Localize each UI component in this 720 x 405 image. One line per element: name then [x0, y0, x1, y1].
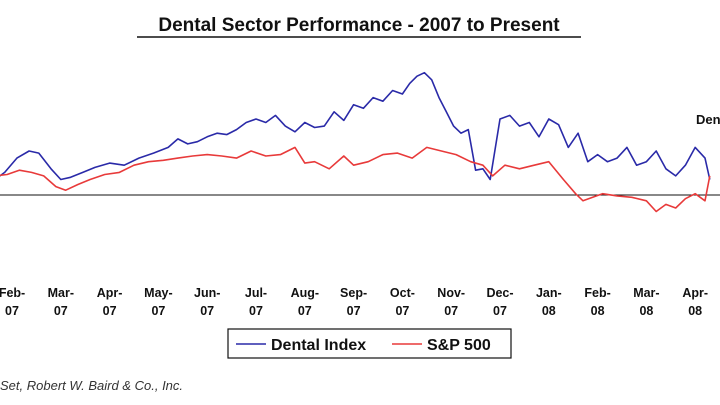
x-tick-label-year: 08 — [688, 304, 702, 318]
x-tick-label-year: 08 — [639, 304, 653, 318]
x-tick-label-month: Nov- — [437, 286, 465, 300]
series-line-dental-index — [0, 71, 711, 181]
x-tick-label-year: 07 — [5, 304, 19, 318]
series-end-label: Dent — [696, 112, 720, 127]
x-tick-label-year: 07 — [249, 304, 263, 318]
x-tick-label-year: 07 — [298, 304, 312, 318]
x-tick-label-month: Aug- — [291, 286, 319, 300]
x-tick-label-month: Apr- — [682, 286, 708, 300]
x-tick-label-month: Apr- — [97, 286, 123, 300]
x-tick-label-year: 07 — [347, 304, 361, 318]
x-tick-label-month: Jun- — [194, 286, 220, 300]
x-tick-label-year: 08 — [542, 304, 556, 318]
chart-title: Dental Sector Performance - 2007 to Pres… — [158, 15, 560, 36]
source-note: Set, Robert W. Baird & Co., Inc. — [0, 378, 184, 393]
legend-label-sp500: S&P 500 — [427, 337, 491, 354]
x-tick-label-year: 07 — [493, 304, 507, 318]
x-tick-label-month: Sep- — [340, 286, 367, 300]
x-tick-label-month: Mar- — [633, 286, 659, 300]
legend-label-dental-index: Dental Index — [271, 337, 366, 354]
x-tick-label-year: 07 — [444, 304, 458, 318]
x-tick-label-year: 07 — [103, 304, 117, 318]
x-tick-label-month: May- — [144, 286, 172, 300]
x-tick-label-year: 07 — [200, 304, 214, 318]
x-tick-label-month: Oct- — [390, 286, 415, 300]
x-tick-label-month: Dec- — [486, 286, 513, 300]
legend: Dental Index S&P 500 — [227, 328, 512, 359]
x-tick-label-month: Feb- — [584, 286, 610, 300]
x-axis-ticks: Feb- 07 Mar- 07 Apr- 07 May- 07 Jun- 07 Jul- 07 Aug-… — [0, 286, 708, 318]
x-tick-label-month: Mar- — [48, 286, 74, 300]
x-tick-label-month: Jan- — [536, 286, 562, 300]
x-tick-label-year: 07 — [395, 304, 409, 318]
x-tick-label-year: 08 — [591, 304, 605, 318]
x-tick-label-month: Feb- — [0, 286, 25, 300]
x-tick-label-month: Jul- — [245, 286, 267, 300]
plot-area — [0, 71, 711, 213]
series-line-sp500 — [0, 146, 711, 213]
x-tick-label-year: 07 — [54, 304, 68, 318]
x-tick-label-year: 07 — [151, 304, 165, 318]
legend-box — [227, 328, 512, 359]
